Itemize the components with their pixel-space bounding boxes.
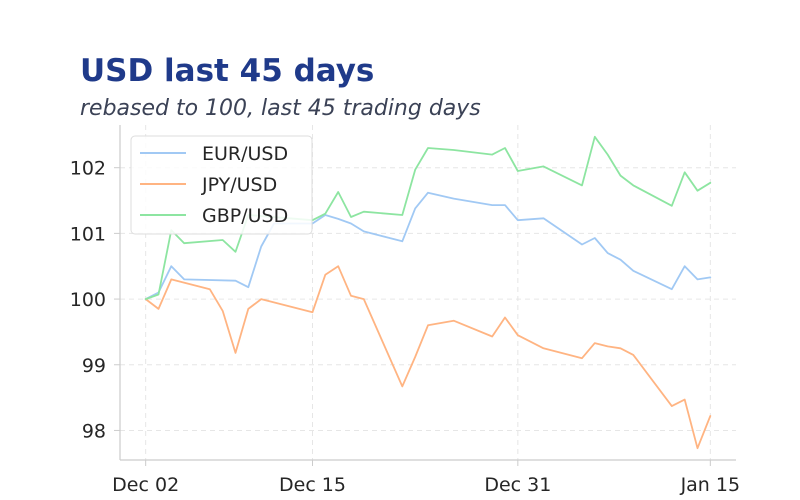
series-line-jpy-usd xyxy=(144,265,712,450)
legend: EUR/USD JPY/USD GBP/USD xyxy=(130,135,313,235)
x-tick-label: Dec 15 xyxy=(279,474,346,496)
x-tick-label: Dec 02 xyxy=(112,474,179,496)
series-line-eur-usd xyxy=(144,191,712,301)
y-tick-label: 99 xyxy=(82,355,106,377)
y-tick-label: 102 xyxy=(70,158,106,180)
y-axis-ticks: 98 99 100 101 102 xyxy=(70,158,120,442)
legend-label: EUR/USD xyxy=(202,143,288,165)
axes xyxy=(119,125,736,461)
y-tick-label: 100 xyxy=(70,289,106,311)
legend-box xyxy=(130,135,313,235)
legend-label: JPY/USD xyxy=(201,174,277,196)
x-axis-ticks: Dec 02 Dec 15 Dec 31 Jan 15 xyxy=(112,460,740,496)
y-tick-label: 98 xyxy=(82,420,106,442)
y-tick-label: 101 xyxy=(70,223,106,245)
series-lines xyxy=(144,135,712,450)
chart-title: USD last 45 days xyxy=(80,53,375,89)
x-tick-label: Jan 15 xyxy=(680,474,741,496)
series-line-gbp-usd xyxy=(144,135,712,301)
chart-subtitle: rebased to 100, last 45 trading days xyxy=(80,96,481,121)
legend-label: GBP/USD xyxy=(202,205,288,227)
x-tick-label: Dec 31 xyxy=(484,474,551,496)
